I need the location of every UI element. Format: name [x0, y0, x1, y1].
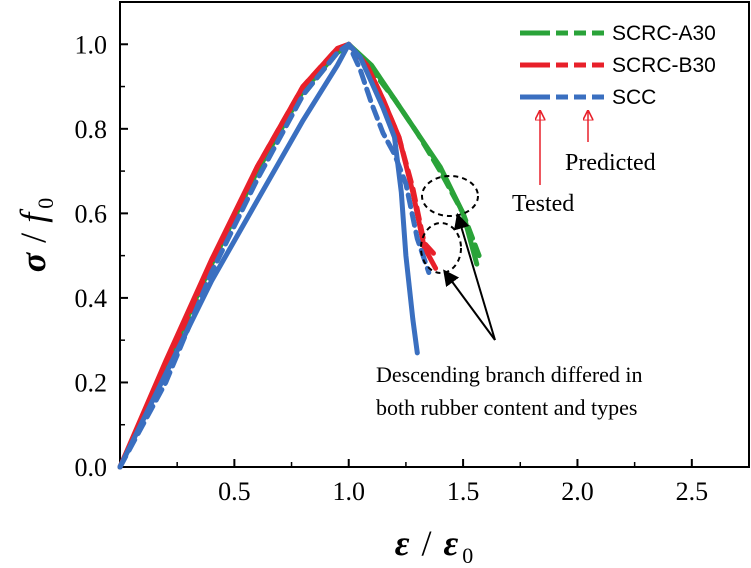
annotation-arrow-upper	[453, 212, 496, 341]
plot-area-frame	[119, 1, 750, 468]
description-line-2: both rubber content and types	[376, 395, 638, 420]
legend-label-a30: SCRC-A30	[612, 22, 716, 45]
description-line-1: Descending branch differed in	[376, 362, 643, 387]
y-axis-sub: 0	[33, 198, 58, 209]
y-tick-label: 0.2	[75, 368, 108, 397]
x-tick-label: 2.5	[676, 477, 709, 506]
x-tick-label: 0.5	[218, 477, 251, 506]
y-axis-title-text: σ / f 0	[13, 198, 58, 272]
legend-label-scc: SCC	[612, 86, 656, 109]
y-tick-label: 0.8	[75, 115, 108, 144]
highlight-ellipse-lower	[420, 222, 462, 274]
y-axis-slash: /	[13, 233, 53, 243]
y-tick-labels: 0.0 0.2 0.4 0.6 0.8 1.0	[75, 30, 108, 482]
x-axis-sub: 0	[462, 543, 473, 568]
y-axis-f: f	[13, 208, 53, 223]
x-tick-label: 2.0	[561, 477, 594, 506]
x-axis-slash: /	[421, 523, 431, 563]
y-axis-sigma: σ	[13, 251, 53, 272]
legend: SCRC-A30 SCRC-B30 SCC	[520, 22, 716, 109]
x-axis-epsilon: ε	[395, 523, 410, 563]
series-group	[117, 41, 482, 470]
y-tick-label: 0.0	[75, 453, 108, 482]
x-tick-labels: 0.5 1.0 1.5 2.0 2.5	[218, 477, 708, 506]
y-axis-title: σ / f 0	[13, 198, 58, 272]
series-scc-predicted	[117, 41, 432, 470]
highlight-ellipse-upper	[421, 175, 479, 217]
x-tick-label: 1.0	[332, 477, 365, 506]
axis-ticks	[120, 1, 693, 468]
x-tick-label: 1.5	[447, 477, 480, 506]
annotation-arrow-lower	[443, 269, 496, 341]
series-scc-tested	[117, 41, 420, 470]
x-axis-epsilon0: ε	[444, 523, 459, 563]
legend-label-b30: SCRC-B30	[612, 54, 716, 77]
tested-label: Tested	[512, 191, 574, 217]
predicted-label: Predicted	[565, 150, 656, 176]
x-axis-title: ε / ε 0	[395, 523, 474, 568]
y-tick-label: 0.6	[75, 199, 108, 228]
y-tick-label: 1.0	[75, 30, 108, 59]
y-tick-label: 0.4	[75, 284, 108, 313]
